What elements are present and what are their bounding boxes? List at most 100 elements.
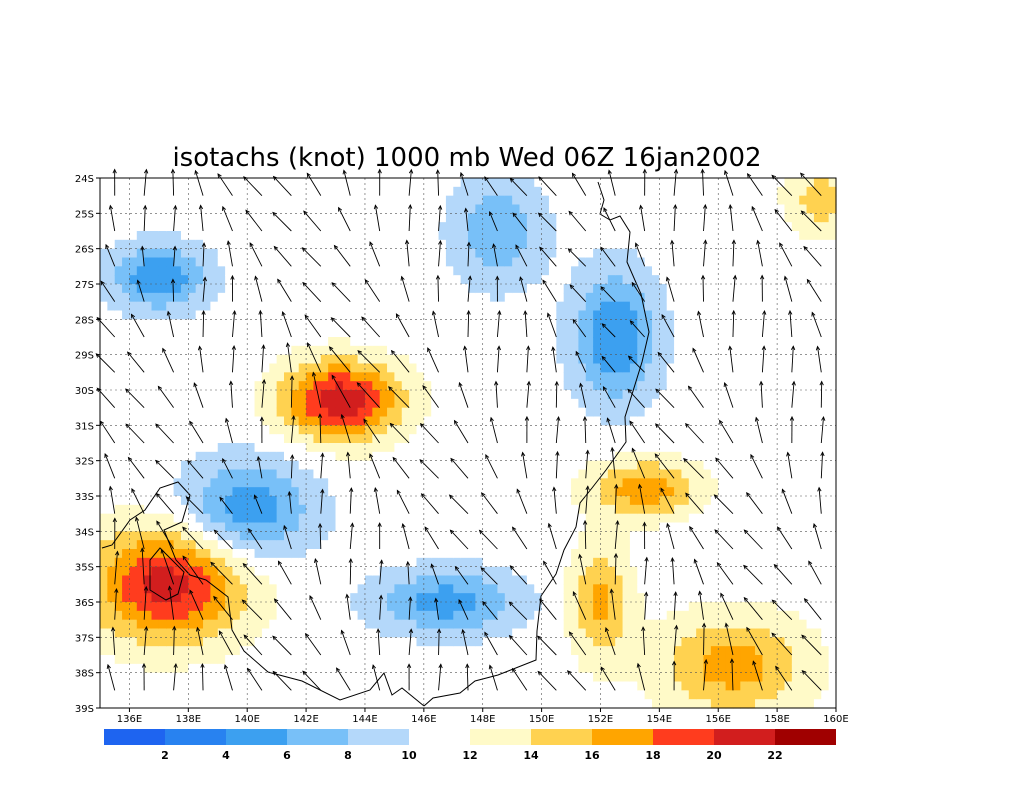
speed-cell	[100, 593, 108, 603]
speed-cell	[659, 443, 668, 453]
speed-cell	[416, 478, 425, 488]
speed-cell	[593, 619, 602, 630]
speed-cell	[571, 672, 579, 683]
speed-cell	[615, 381, 624, 391]
speed-cell	[217, 301, 226, 312]
speed-cell	[122, 266, 131, 276]
speed-cell	[468, 328, 476, 338]
speed-cell	[217, 557, 226, 568]
speed-cell	[203, 469, 211, 479]
speed-cell	[512, 504, 521, 515]
speed-cell	[306, 204, 315, 214]
speed-cell	[210, 504, 219, 515]
speed-cell	[681, 610, 690, 621]
speed-cell	[607, 284, 616, 294]
speed-cell	[438, 584, 447, 594]
speed-cell	[261, 434, 270, 444]
speed-cell	[497, 345, 506, 356]
speed-cell	[703, 275, 712, 285]
speed-cell	[688, 178, 697, 188]
speed-cell	[122, 584, 131, 594]
speed-cell	[556, 513, 565, 524]
speed-cell	[151, 301, 160, 312]
speed-cell	[151, 522, 160, 532]
speed-cell	[445, 531, 454, 541]
speed-cell	[703, 469, 712, 479]
speed-cell	[107, 531, 116, 541]
speed-cell	[203, 354, 211, 365]
speed-cell	[526, 266, 535, 276]
speed-cell	[548, 398, 557, 409]
speed-cell	[357, 178, 366, 188]
speed-cell	[180, 619, 189, 630]
speed-cell	[203, 257, 211, 267]
speed-cell	[328, 478, 337, 488]
speed-cell	[512, 557, 521, 568]
speed-cell	[615, 540, 624, 550]
speed-cell	[644, 178, 653, 188]
speed-cell	[585, 487, 594, 497]
speed-cell	[475, 478, 484, 488]
speed-cell	[306, 646, 315, 656]
speed-cell	[659, 319, 668, 329]
speed-cell	[129, 619, 138, 630]
speed-cell	[534, 584, 543, 594]
speed-cell	[497, 213, 506, 223]
speed-cell	[652, 275, 660, 285]
speed-cell	[401, 557, 410, 568]
speed-cell	[387, 566, 395, 577]
speed-cell	[284, 469, 292, 479]
speed-cell	[652, 531, 660, 541]
speed-cell	[357, 487, 366, 497]
speed-cell	[526, 646, 535, 656]
speed-cell	[394, 292, 403, 303]
speed-cell	[372, 549, 381, 559]
speed-cell	[423, 593, 432, 603]
speed-cell	[652, 425, 660, 435]
speed-cell	[379, 531, 388, 541]
speed-cell	[490, 231, 499, 241]
speed-cell	[166, 637, 175, 647]
speed-cell	[629, 637, 638, 647]
speed-cell	[247, 319, 256, 329]
speed-cell	[512, 178, 521, 188]
speed-cell	[666, 690, 675, 700]
speed-cell	[696, 699, 705, 709]
speed-cell	[637, 213, 646, 223]
speed-cell	[504, 213, 513, 223]
speed-cell	[674, 231, 683, 241]
speed-cell	[659, 557, 668, 568]
speed-cell	[548, 407, 557, 418]
speed-cell	[556, 460, 565, 471]
speed-cell	[674, 345, 683, 356]
speed-cell	[445, 513, 454, 524]
speed-cell	[328, 637, 337, 647]
speed-cell	[100, 487, 108, 497]
speed-cell	[342, 478, 351, 488]
speed-cell	[357, 310, 366, 320]
speed-cell	[438, 557, 447, 568]
speed-cell	[232, 584, 241, 594]
speed-cell	[107, 434, 116, 444]
speed-cell	[681, 681, 690, 691]
speed-cell	[136, 231, 145, 241]
speed-cell	[431, 566, 440, 577]
speed-cell	[269, 337, 278, 347]
speed-cell	[534, 628, 543, 638]
speed-cell	[166, 460, 175, 471]
speed-cell	[652, 284, 660, 294]
speed-cell	[217, 257, 226, 267]
speed-cell	[468, 681, 476, 691]
speed-cell	[217, 363, 226, 373]
speed-cell	[460, 531, 469, 541]
speed-cell	[401, 416, 410, 426]
speed-cell	[232, 248, 241, 259]
speed-cell	[114, 593, 123, 603]
speed-cell	[556, 284, 565, 294]
speed-cell	[497, 540, 506, 550]
speed-cell	[114, 451, 123, 462]
speed-cell	[674, 513, 683, 524]
speed-cell	[468, 434, 476, 444]
speed-cell	[453, 522, 462, 532]
speed-cell	[460, 363, 469, 373]
